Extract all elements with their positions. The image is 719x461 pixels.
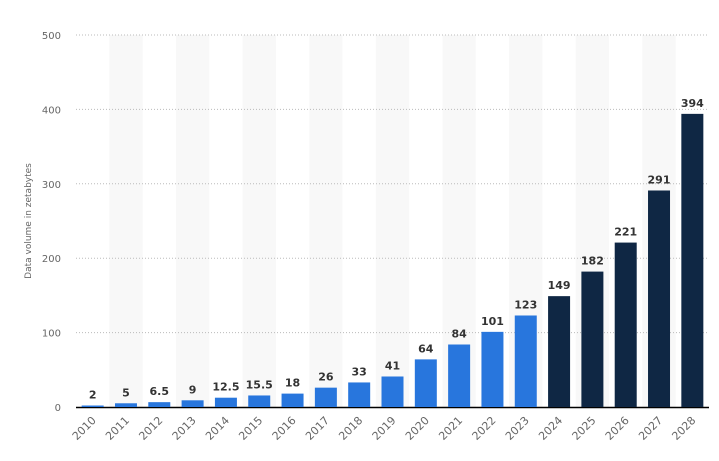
x-tick-label: 2019 [370,414,399,443]
x-tick-label: 2011 [103,414,132,443]
bar-2010 [81,405,104,407]
y-tick-label: 500 [42,31,61,42]
bar-2020 [414,359,437,407]
data-label: 182 [581,255,604,268]
data-label: 64 [418,342,434,355]
column-stripe [175,35,210,407]
bar-2012 [148,402,171,407]
data-label: 26 [318,371,334,384]
bar-2015 [248,395,271,407]
bar-2016 [281,393,304,407]
data-label: 291 [648,173,671,186]
data-label: 221 [614,226,637,239]
y-tick-label: 200 [42,254,61,265]
bar-2025 [581,271,604,407]
data-label: 2 [89,389,97,402]
data-label: 33 [352,365,367,378]
x-tick-label: 2020 [403,414,432,443]
x-tick-label: 2027 [636,414,665,443]
data-label: 6.5 [150,385,170,398]
data-label: 41 [385,359,400,372]
x-tick-label: 2014 [203,414,232,443]
x-tick-label: 2015 [236,414,265,443]
bar-2021 [448,344,471,407]
x-tick-label: 2026 [603,414,632,443]
bar-2014 [214,397,237,407]
x-tick-label: 2018 [336,414,365,443]
y-axis-label: Data volume in zetabytes [24,163,34,279]
data-label: 123 [514,298,537,311]
data-label: 9 [189,383,197,396]
column-stripe [109,35,143,407]
column-stripe [309,35,343,407]
x-tick-label: 2023 [503,414,532,443]
data-label: 15.5 [246,378,273,391]
x-tick-label: 2024 [536,414,565,443]
data-label: 12.5 [212,381,239,394]
bar-2024 [548,296,571,407]
data-label: 394 [681,97,704,110]
y-tick-label: 400 [42,105,61,116]
data-label: 149 [548,279,571,292]
data-label: 101 [481,315,504,328]
data-label: 84 [451,328,467,341]
x-tick-label: 2022 [470,414,499,443]
x-tick-label: 2025 [570,414,599,443]
bar-2011 [114,403,137,407]
data-label: 18 [285,377,300,390]
bar-2022 [481,331,504,407]
y-tick-label: 100 [42,329,61,340]
y-tick-label: 300 [42,180,61,191]
bar-2018 [348,382,371,407]
x-tick-label: 2013 [170,414,199,443]
bar-2013 [181,400,204,407]
bar-2023 [514,315,537,407]
x-tick-label: 2010 [70,414,99,443]
y-tick-label: 0 [55,403,61,414]
bar-2028 [681,113,704,407]
x-tick-label: 2016 [270,414,299,443]
data-label: 5 [122,386,130,399]
bar-2019 [381,376,404,407]
x-tick-label: 2028 [669,414,698,443]
column-stripe [375,35,410,407]
bar-2017 [314,387,337,407]
x-tick-label: 2017 [303,414,332,443]
bar-2027 [648,190,671,407]
bar-2026 [614,242,637,407]
column-stripe [242,35,276,407]
x-tick-label: 2021 [436,414,465,443]
x-tick-label: 2012 [136,414,165,443]
